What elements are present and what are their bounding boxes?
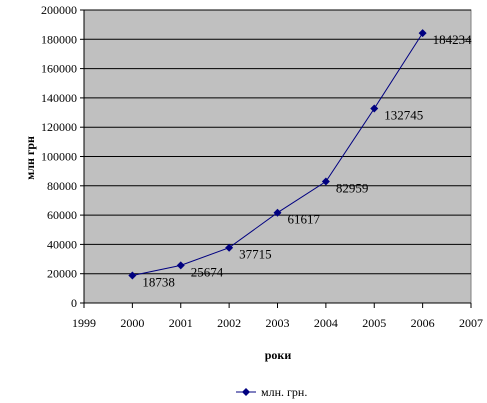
x-tick-label: 1999 [72, 316, 96, 330]
data-label: 61617 [288, 212, 321, 227]
y-tick-label: 160000 [41, 62, 77, 76]
x-tick-label: 2004 [314, 316, 338, 330]
y-tick-label: 140000 [41, 91, 77, 105]
data-label: 82959 [336, 180, 369, 195]
data-label: 184234 [433, 32, 473, 47]
y-tick-label: 0 [71, 296, 77, 310]
x-tick-label: 2003 [266, 316, 290, 330]
data-point-marker [370, 104, 379, 113]
x-tick-labels: 1999 2000 2001 2002 2003 2004 2005 2006 2007 [72, 316, 483, 330]
data-label: 132745 [384, 108, 423, 123]
y-tick-label: 20000 [47, 267, 77, 281]
x-tick-label: 2002 [217, 316, 241, 330]
y-tick-label: 80000 [47, 179, 77, 193]
y-tick-label: 200000 [41, 3, 77, 17]
data-point-marker [225, 243, 234, 252]
y-axis-title: млн грн [23, 136, 37, 180]
x-tick-label: 2000 [120, 316, 144, 330]
x-tick-label: 2001 [169, 316, 193, 330]
data-label: 37715 [239, 247, 272, 262]
y-tick-label: 60000 [47, 208, 77, 222]
data-label: 25674 [191, 264, 224, 279]
y-tick-label: 120000 [41, 120, 77, 134]
x-axis-title: роки [265, 348, 292, 362]
data-point-marker [176, 261, 185, 270]
legend: млн. грн. [236, 385, 307, 399]
x-tick-label: 2005 [362, 316, 386, 330]
y-tick-label: 180000 [41, 32, 77, 46]
data-point-marker [321, 177, 330, 186]
data-point-marker [273, 208, 282, 217]
data-point-marker [128, 271, 137, 280]
data-point-marker [418, 29, 427, 38]
x-tick-label: 2007 [459, 316, 483, 330]
y-tick-labels: 0 20000 40000 60000 80000 100000 120000 140000 1… [41, 3, 77, 310]
data-labels: 18738 25674 37715 61617 82959 132745 184234 [142, 32, 472, 289]
y-tick-label: 40000 [47, 237, 77, 251]
y-tick-label: 100000 [41, 150, 77, 164]
x-tick-label: 2006 [411, 316, 435, 330]
axes [80, 9, 472, 308]
data-label: 18738 [142, 275, 175, 290]
legend-marker-diamond [242, 388, 250, 396]
legend-label: млн. грн. [261, 385, 307, 399]
gridlines [84, 9, 471, 275]
data-markers [128, 29, 427, 280]
